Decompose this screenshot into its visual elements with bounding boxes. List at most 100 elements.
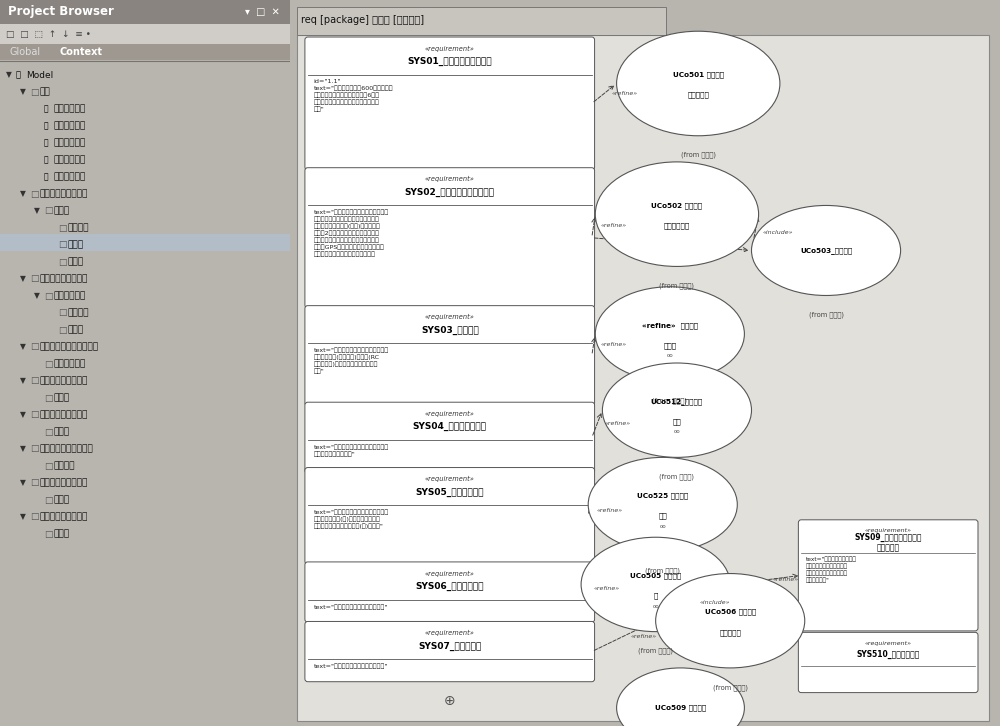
Text: 理和显示数据: 理和显示数据 (664, 222, 690, 229)
Text: «requirement»: «requirement» (425, 630, 475, 636)
Text: □: □ (58, 258, 66, 266)
Text: ▼: ▼ (20, 88, 26, 97)
FancyBboxPatch shape (305, 468, 595, 564)
Text: ▼: ▼ (20, 513, 26, 521)
Text: oo: oo (659, 524, 666, 529)
Text: «requirement»: «requirement» (425, 176, 475, 182)
Ellipse shape (656, 574, 805, 668)
Text: (from 用例图): (from 用例图) (638, 648, 673, 654)
Text: 摊铺机: 摊铺机 (54, 393, 70, 402)
Text: 徐工护运需求: 徐工护运需求 (54, 105, 86, 113)
Text: 起重机软件功能需求: 起重机软件功能需求 (40, 274, 88, 283)
Text: text="根据乐置的故假诊断故障模式": text="根据乐置的故假诊断故障模式" (313, 604, 388, 610)
Text: «include»: «include» (700, 600, 731, 605)
Text: 厂设置: 厂设置 (663, 342, 676, 349)
Text: «refine»: «refine» (604, 422, 630, 426)
Text: □: □ (44, 462, 52, 470)
Text: 徐工遥换需求: 徐工遥换需求 (54, 121, 86, 131)
Text: text="采集和处理液压油温、混合动力
风扇马达电流、混合动力风扇保、发动
机转速、蓄能器气压(压力)、蓄能器气
压压力2、电液电压、发动机水温、动
臂蓄能胶: text="采集和处理液压油温、混合动力 风扇马达电流、混合动力风扇保、发动 机… (313, 210, 389, 257)
FancyBboxPatch shape (305, 306, 595, 406)
Text: □: □ (30, 377, 38, 386)
FancyBboxPatch shape (305, 562, 595, 622)
Text: «requirement»: «requirement» (425, 314, 475, 320)
Text: 压路机软件功能需求: 压路机软件功能需求 (40, 478, 88, 487)
Text: 旋挖钻机软件功能需求: 旋挖钻机软件功能需求 (40, 444, 94, 454)
Text: ▼: ▼ (20, 274, 26, 283)
Text: □: □ (44, 359, 52, 369)
Text: «refine»: «refine» (611, 91, 637, 96)
Text: ▼: ▼ (20, 189, 26, 198)
Text: «requirement»: «requirement» (425, 476, 475, 482)
Text: «refine»: «refine» (594, 586, 620, 591)
Ellipse shape (617, 668, 744, 726)
Ellipse shape (602, 363, 752, 457)
Text: oo: oo (674, 430, 680, 434)
Text: «requirement»: «requirement» (425, 411, 475, 417)
Text: UCo501 记录和显: UCo501 记录和显 (673, 71, 724, 78)
FancyBboxPatch shape (305, 168, 595, 308)
Text: text="挖掘机在发生故障时，重置配置
参数为出厂设置状态。": text="挖掘机在发生故障时，重置配置 参数为出厂设置状态。" (313, 444, 389, 457)
Text: 需求图: 需求图 (68, 325, 84, 335)
FancyBboxPatch shape (798, 520, 978, 631)
Text: «requirement»: «requirement» (865, 529, 912, 533)
Text: 🔐: 🔐 (44, 105, 49, 113)
Text: 模式: 模式 (658, 513, 667, 520)
Bar (0, 44, 290, 60)
Bar (0, 0, 290, 24)
Text: 移动式起重机: 移动式起重机 (54, 292, 86, 301)
Text: text="显示器应当显示故障信息，发动
机以故障码的组(式)显示，重发动机故
障以故障码和故障描述的式(式)显示。": text="显示器应当显示故障信息，发动 机以故障码的组(式)显示，重发动机故 … (313, 510, 389, 529)
Ellipse shape (595, 162, 759, 266)
Text: text="安全手柄丰按下，发
动机不允体启动。发动机自
动场、推积安全手柄对发动
机启动控制。": text="安全手柄丰按下，发 动机不允体启动。发动机自 动场、推积安全手柄对发… (806, 557, 857, 584)
Text: 机: 机 (653, 592, 658, 600)
Text: SYS510_发动机启动后: SYS510_发动机启动后 (856, 650, 920, 659)
Text: «refine»: «refine» (631, 634, 657, 639)
Text: 需求: 需求 (40, 88, 51, 97)
Text: □: □ (44, 428, 52, 436)
FancyBboxPatch shape (305, 402, 595, 473)
Text: 🔐: 🔐 (44, 121, 49, 131)
Text: ▼: ▼ (20, 478, 26, 487)
Text: ▾  □  ✕: ▾ □ ✕ (245, 7, 280, 17)
Text: 摊铺机软件功能需求: 摊铺机软件功能需求 (40, 377, 88, 386)
Text: Context: Context (60, 47, 103, 57)
Text: UCo505 启停发动: UCo505 启停发动 (630, 572, 681, 579)
Ellipse shape (588, 457, 737, 552)
Text: SYS09_安全手柄丰按下防
发动机启动: SYS09_安全手柄丰按下防 发动机启动 (854, 533, 922, 552)
Bar (0, 234, 290, 251)
Ellipse shape (617, 31, 780, 136)
Text: □: □ (30, 274, 38, 283)
Text: ▼: ▼ (20, 377, 26, 386)
Text: ▼: ▼ (20, 410, 26, 420)
Text: (from 用例图): (from 用例图) (681, 152, 716, 158)
Text: 旋挖钻机: 旋挖钻机 (54, 462, 76, 470)
Text: «refine»: «refine» (597, 507, 623, 513)
Text: □: □ (30, 478, 38, 487)
Text: □: □ (44, 292, 52, 301)
Text: UCo503_滤波数据: UCo503_滤波数据 (800, 247, 852, 254)
Text: □: □ (44, 393, 52, 402)
Text: 压路机: 压路机 (54, 496, 70, 505)
Text: SYS04_重置为出厂设置: SYS04_重置为出厂设置 (413, 423, 487, 431)
Text: □: □ (58, 240, 66, 250)
Text: «requirement»: «requirement» (425, 46, 475, 52)
Text: ▼: ▼ (20, 343, 26, 351)
Text: UCo509 急处刹切: UCo509 急处刹切 (655, 704, 706, 711)
Text: «refine»: «refine» (773, 577, 799, 582)
Text: 平地机: 平地机 (54, 206, 70, 216)
Text: 机连续启动: 机连续启动 (719, 629, 741, 636)
Text: text="根据钮跑开关信号启停发动机": text="根据钮跑开关信号启停发动机" (313, 664, 388, 669)
Text: (from 用例图): (from 用例图) (652, 397, 687, 404)
Text: ▼: ▼ (34, 206, 40, 216)
Text: 挖掘机软件功能需求: 挖掘机软件功能需求 (40, 410, 88, 420)
Text: 信息: 信息 (673, 418, 681, 425)
Text: (from 用例图): (from 用例图) (659, 282, 694, 289)
Text: UCo512_显示故障: UCo512_显示故障 (651, 398, 703, 405)
Text: Global: Global (10, 47, 41, 57)
Text: 水平定向钻机: 水平定向钻机 (54, 359, 86, 369)
Text: oo: oo (652, 604, 659, 608)
FancyBboxPatch shape (305, 621, 595, 682)
Text: text="采用虚拟基法处理数据：压力滤
波滤波，温度(平均滤波)、转速(RC
平均值滤波)、电流无回量幅频的对频
滤波": text="采用虚拟基法处理数据：压力滤 波滤波，温度(平均滤波)、转速(RC … (313, 348, 389, 375)
Text: ▼: ▼ (34, 292, 40, 301)
Text: 平地机软件功能需求: 平地机软件功能需求 (40, 189, 88, 198)
Text: «refine»  重置为出: «refine» 重置为出 (642, 322, 698, 329)
